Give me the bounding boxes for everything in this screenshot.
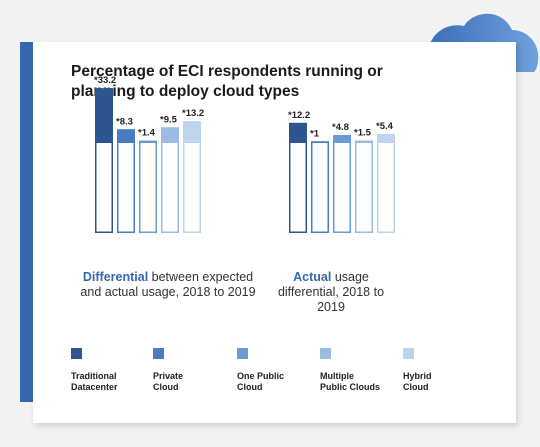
- bar-data-label: *1.5: [354, 128, 372, 139]
- legend-label: Private Cloud: [153, 371, 184, 392]
- bar-data-label: *1: [310, 128, 320, 139]
- legend-label: Traditional Datacenter: [71, 371, 118, 392]
- bar-value: [183, 121, 201, 143]
- bar-outline: [311, 141, 329, 233]
- caption-text: usage differential, 2018 to 2019: [277, 270, 385, 314]
- actual-caption: Actual usage differential, 2018 to 2019: [266, 270, 396, 315]
- bar-value: [333, 135, 351, 143]
- caption-text: between expected and actual usage, 2018 …: [80, 270, 256, 299]
- legend-swatch: [153, 348, 164, 359]
- caption-highlight: Actual: [293, 270, 332, 284]
- legend-item: One Public Cloud: [237, 348, 284, 393]
- bar-outline: [139, 140, 157, 233]
- bar-outline: [161, 127, 179, 233]
- legend-label: Multiple Public Clouds: [320, 371, 381, 392]
- bar-data-label: *9.5: [160, 114, 178, 125]
- bar-value: [95, 88, 113, 143]
- bar-outline: [377, 134, 395, 233]
- bar-value: [289, 122, 307, 143]
- bar-value: [117, 129, 135, 143]
- bar-data-label: *1.4: [138, 128, 156, 139]
- legend-item: Private Cloud: [153, 348, 183, 393]
- legend-swatch: [320, 348, 331, 359]
- bar-value: [139, 140, 157, 143]
- differential-caption: Differential between expected and actual…: [78, 270, 258, 300]
- legend-item: Multiple Public Clouds: [320, 348, 380, 393]
- bar-data-label: *8.3: [116, 116, 133, 127]
- legend-swatch: [403, 348, 414, 359]
- legend-item: Traditional Datacenter: [71, 348, 118, 393]
- bar-data-label: *12.2: [288, 110, 310, 121]
- chart-title: Percentage of ECI respondents running or…: [71, 63, 383, 100]
- legend-swatch: [237, 348, 248, 359]
- bar-data-label: *13.2: [182, 108, 204, 119]
- bar-value: [311, 141, 329, 143]
- bar-value: [377, 134, 395, 143]
- legend-label: One Public Cloud: [237, 371, 285, 392]
- caption-highlight: Differential: [82, 270, 149, 284]
- legend-label: Hybrid Cloud: [403, 371, 432, 392]
- chart-card: Percentage of ECI respondents running or…: [33, 42, 516, 423]
- bar-charts: *33.2 *8.3 *1.4 *9.5 *13.2 *12.2*1 *4.8 *1.5 *5.…: [94, 75, 395, 233]
- bar-value: [161, 127, 179, 143]
- bar-data-label: *4.8: [332, 122, 349, 133]
- bar-data-label: *33.2: [94, 75, 116, 86]
- legend-item: Hybrid Cloud: [403, 348, 432, 393]
- bar-outline: [333, 135, 351, 233]
- bar-outline: [117, 129, 135, 233]
- bar-data-label: *5.4: [376, 121, 394, 132]
- bar-value: [355, 140, 373, 143]
- bar-outline: [355, 140, 373, 233]
- legend-swatch: [71, 348, 82, 359]
